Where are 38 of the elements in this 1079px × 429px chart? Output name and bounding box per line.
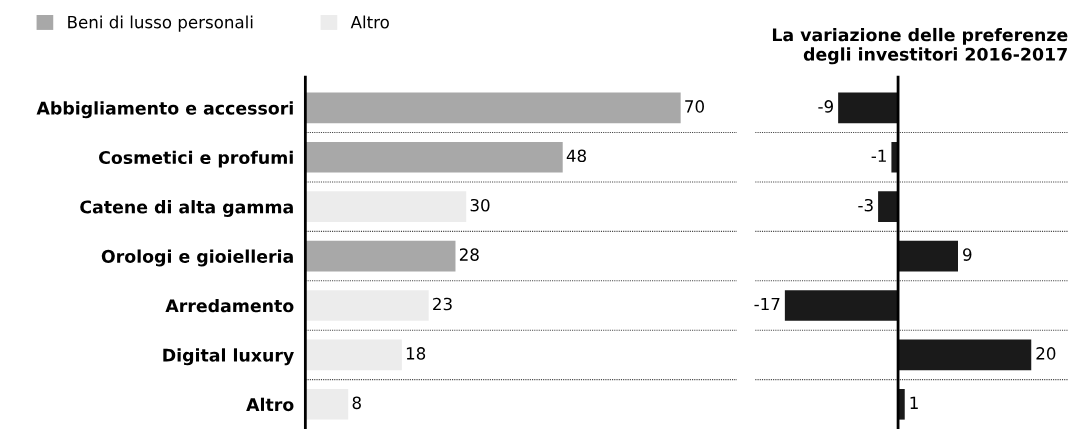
data-label: 1 bbox=[910, 396, 918, 409]
chart-title: La variazione delle preferenze degli investitori 2016-2017 bbox=[772, 27, 1068, 65]
data-label: -3 bbox=[858, 198, 873, 212]
bar bbox=[305, 240, 456, 272]
data-label: 18 bbox=[406, 347, 426, 360]
bar bbox=[898, 388, 905, 420]
data-label: 9 bbox=[963, 248, 972, 261]
data-label: 23 bbox=[433, 297, 452, 311]
y-tick-label: Cosmetici e profumi bbox=[99, 150, 293, 168]
y-tick-label: Digital luxury bbox=[163, 348, 294, 366]
data-label: 70 bbox=[685, 100, 704, 113]
bar bbox=[784, 290, 899, 321]
bar bbox=[838, 92, 899, 124]
y-tick-label: Catene di alta gamma bbox=[80, 200, 293, 218]
y-tick-label: Orologi e gioielleria bbox=[101, 249, 293, 267]
data-label: -1 bbox=[871, 149, 886, 162]
bar bbox=[305, 92, 681, 124]
bar bbox=[305, 388, 349, 420]
bar bbox=[878, 191, 899, 222]
bar bbox=[305, 141, 563, 173]
legend-label: Altro bbox=[350, 15, 389, 29]
data-label: 30 bbox=[470, 198, 490, 212]
bar bbox=[305, 191, 467, 222]
bar bbox=[305, 339, 402, 371]
data-label: 8 bbox=[352, 396, 361, 410]
bar bbox=[898, 339, 1032, 371]
data-label: 48 bbox=[566, 149, 586, 163]
bar bbox=[305, 290, 429, 321]
y-tick-label: Abbigliamento e accessori bbox=[36, 101, 293, 119]
bar bbox=[898, 240, 958, 272]
y-tick-label: Altro bbox=[246, 397, 294, 412]
data-label: 28 bbox=[459, 248, 479, 261]
legend-label: Beni di lusso personali bbox=[68, 15, 253, 32]
y-tick-label: Arredamento bbox=[165, 298, 294, 313]
data-label: -9 bbox=[818, 100, 833, 113]
data-label: -17 bbox=[754, 297, 780, 311]
bar bbox=[891, 141, 899, 173]
data-label: 20 bbox=[1036, 347, 1056, 360]
